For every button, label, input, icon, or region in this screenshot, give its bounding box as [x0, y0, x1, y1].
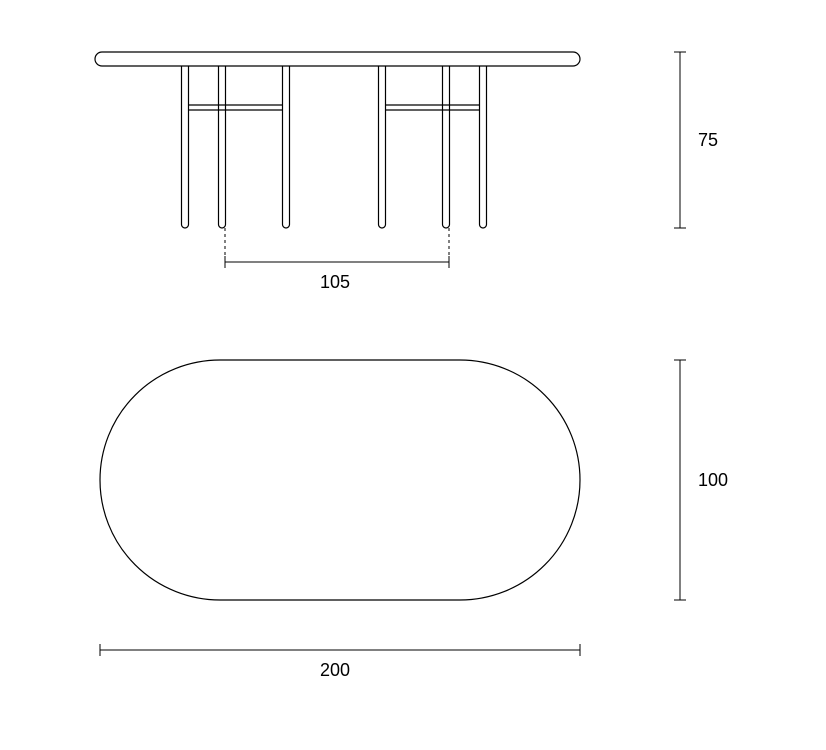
technical-drawing: 75 105 100 200 [0, 0, 826, 750]
dim-label-width: 100 [698, 470, 728, 491]
dim-label-height: 75 [698, 130, 718, 151]
drawing-svg [0, 0, 826, 750]
dim-label-leg-spacing: 105 [320, 272, 350, 293]
dim-label-length: 200 [320, 660, 350, 681]
